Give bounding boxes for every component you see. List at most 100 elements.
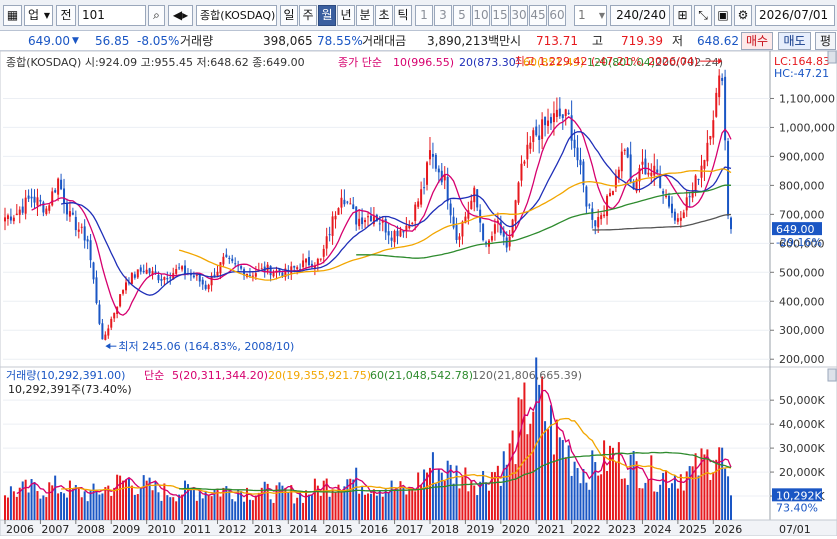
stock-chart[interactable]: 200,000 300,000 400,000 500,000 600,000 700,0… <box>0 50 837 537</box>
gear-icon[interactable]: ⚙ <box>734 5 752 26</box>
candle-down <box>567 112 570 114</box>
ma-legend-label: 종가 단순 <box>338 56 382 69</box>
volume-ma-legend-item: 5(20,311,344.20) <box>172 369 268 382</box>
date-tick-label: 2010 <box>148 523 176 536</box>
volume-bar-down <box>662 472 665 520</box>
code-input[interactable]: 101 <box>78 5 146 26</box>
candle-down <box>281 272 284 277</box>
volume-bar-up <box>219 496 222 520</box>
search-icon[interactable]: ⌕ <box>148 5 165 26</box>
volume-tick-label: 20,000K <box>779 466 825 479</box>
candle-up <box>151 271 154 275</box>
interval-button[interactable]: 45 <box>529 5 547 26</box>
volume-bar-up <box>600 474 603 520</box>
low-value: 648.62 <box>697 34 739 48</box>
trend-line-icon[interactable]: ⤡ <box>694 5 712 26</box>
candle-up <box>48 205 51 211</box>
candle-down <box>570 115 573 141</box>
volume-bar-up <box>15 496 18 520</box>
chart-type-icon[interactable]: ▦ <box>3 5 22 26</box>
candle-up <box>647 172 650 175</box>
volume-bar-up <box>665 471 668 520</box>
volume-bar-up <box>682 490 685 520</box>
interval-button[interactable]: 15 <box>491 5 509 26</box>
volume-bar-up <box>641 488 644 520</box>
candle-down <box>730 217 732 230</box>
candle-down <box>659 175 662 188</box>
high-value: 719.39 <box>621 34 663 48</box>
candle-up <box>331 216 334 236</box>
date-tick-label: 2016 <box>360 523 388 536</box>
speaker-icon[interactable]: ◀▸ <box>168 5 193 26</box>
candle-up <box>290 266 293 275</box>
volume-tick-label: 40,000K <box>779 418 825 431</box>
candle-up <box>222 256 225 265</box>
candle-down <box>588 204 591 206</box>
buy-button[interactable]: 매수 <box>741 32 773 50</box>
candle-settings-icon[interactable]: ⊞ <box>673 5 692 26</box>
interval-button[interactable]: 60 <box>548 5 566 26</box>
volume-bar-down <box>378 490 381 520</box>
market-select[interactable]: 업 ▼ <box>24 5 53 26</box>
candle-up <box>51 191 54 206</box>
volume-bar-up <box>175 501 178 520</box>
current-volume-tag-label: 10,292K <box>776 489 822 502</box>
volume-bar-down <box>148 477 151 520</box>
candle-down <box>9 216 12 221</box>
price-tick-label: 200,000 <box>779 353 825 366</box>
candle-up <box>679 217 682 221</box>
category-button[interactable]: 전 <box>56 5 76 26</box>
interval-select[interactable]: 1 ▼ <box>574 5 607 26</box>
volume-bar-up <box>116 474 119 520</box>
volume-bar-down <box>346 479 349 520</box>
candle-up <box>493 224 496 234</box>
min-arrow-icon <box>105 343 111 350</box>
candle-down <box>83 226 86 241</box>
candle-down <box>98 304 101 324</box>
period-tab[interactable]: 틱 <box>394 5 412 26</box>
price-scroll-up-button[interactable] <box>827 50 837 64</box>
candle-down <box>54 190 57 193</box>
interval-button[interactable]: 3 <box>434 5 452 26</box>
period-tab[interactable]: 일 <box>280 5 298 26</box>
volume-bar-up <box>712 472 715 520</box>
price-tick-label: 500,000 <box>779 266 825 279</box>
volume-bar-up <box>470 481 473 520</box>
low-label: 저 <box>672 34 684 48</box>
chart-area[interactable]: 200,000 300,000 400,000 500,000 600,000 700,0… <box>0 50 837 537</box>
volume-bar-up <box>272 502 275 520</box>
period-tab[interactable]: 분 <box>356 5 374 26</box>
period-tab[interactable]: 년 <box>337 5 355 26</box>
sell-button[interactable]: 매도 <box>778 32 811 50</box>
period-tab[interactable]: 주 <box>299 5 317 26</box>
volume-bar-up <box>555 419 558 520</box>
eval-button[interactable]: 평 <box>815 32 836 50</box>
date-tick-label: 2007 <box>41 523 69 536</box>
candle-up <box>641 161 644 165</box>
save-icon[interactable]: ▣ <box>714 5 732 26</box>
volume-bar-up <box>473 485 476 520</box>
candle-up <box>18 209 21 215</box>
interval-button[interactable]: 1 <box>415 5 433 26</box>
candle-up <box>4 217 6 222</box>
volume-bar-up <box>709 479 712 520</box>
volume-bar-up <box>532 411 535 520</box>
volume-bar-down <box>39 498 42 520</box>
date-input[interactable]: 2026/07/01 <box>755 5 835 26</box>
volume-scroll-up-button[interactable] <box>827 368 837 382</box>
candle-down <box>95 277 98 304</box>
interval-button[interactable]: 30 <box>510 5 528 26</box>
interval-button[interactable]: 10 <box>472 5 490 26</box>
volume-bar-up <box>104 487 107 520</box>
period-tab[interactable]: 초 <box>375 5 393 26</box>
interval-button[interactable]: 5 <box>453 5 471 26</box>
candle-down <box>198 274 201 282</box>
volume-bar-down <box>387 492 390 520</box>
volume-bar-up <box>6 497 9 520</box>
candle-down <box>166 278 169 280</box>
candle-down <box>644 158 647 175</box>
candle-down <box>446 176 449 202</box>
period-tab[interactable]: 월 <box>318 5 336 26</box>
candle-up <box>284 268 287 278</box>
date-tick-label: 2017 <box>396 523 424 536</box>
